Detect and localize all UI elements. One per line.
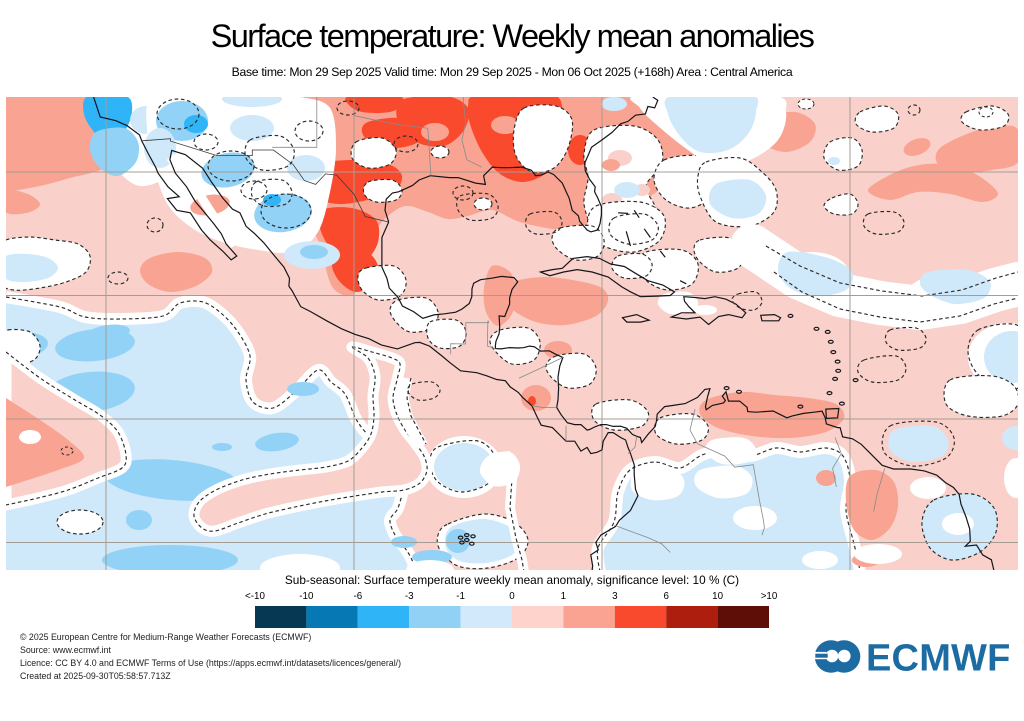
svg-text:ECMWF: ECMWF: [866, 638, 1011, 679]
